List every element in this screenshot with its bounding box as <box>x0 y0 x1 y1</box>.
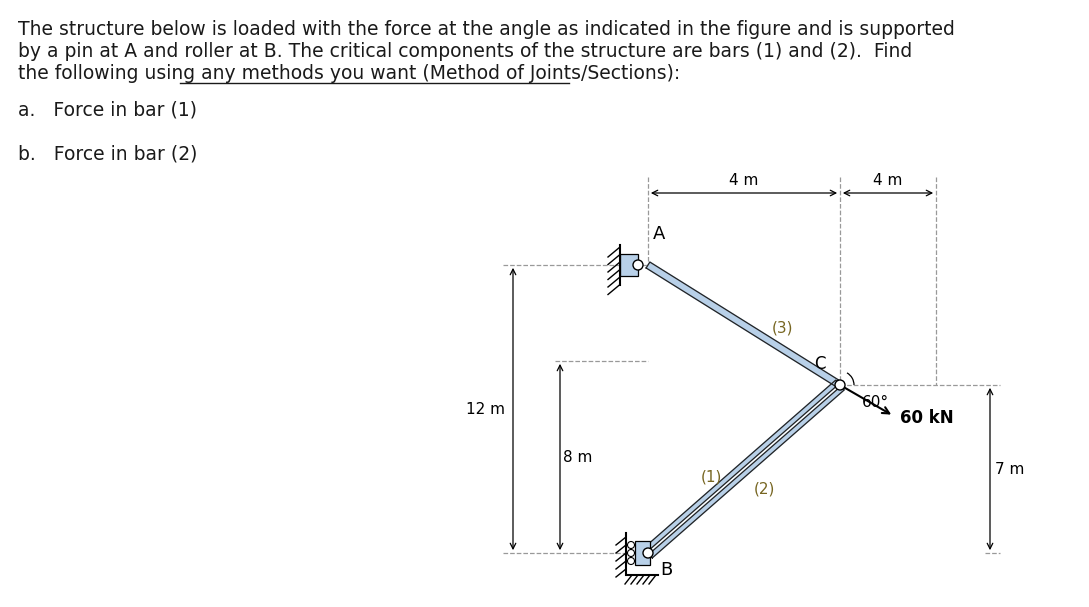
Text: 60°: 60° <box>862 395 889 410</box>
Circle shape <box>627 557 635 565</box>
Text: b.   Force in bar (2): b. Force in bar (2) <box>19 144 197 163</box>
Polygon shape <box>649 386 844 558</box>
Text: (3): (3) <box>772 320 794 336</box>
Circle shape <box>627 541 635 549</box>
Text: (1): (1) <box>700 469 722 484</box>
Text: 4 m: 4 m <box>730 173 759 188</box>
Text: a.   Force in bar (1): a. Force in bar (1) <box>19 100 197 119</box>
Text: 60 kN: 60 kN <box>900 409 953 427</box>
Text: 12 m: 12 m <box>466 401 505 416</box>
Circle shape <box>835 380 845 390</box>
Polygon shape <box>644 380 839 552</box>
Text: the following using any methods you want (Method of Joints/Sections):: the following using any methods you want… <box>19 64 681 83</box>
Circle shape <box>633 260 643 270</box>
Text: A: A <box>653 225 665 243</box>
Text: by a pin at A and roller at B. The critical components of the structure are bars: by a pin at A and roller at B. The criti… <box>19 42 913 61</box>
Polygon shape <box>646 262 842 388</box>
Text: B: B <box>660 561 672 579</box>
Text: The structure below is loaded with the force at the angle as indicated in the fi: The structure below is loaded with the f… <box>19 20 955 39</box>
Text: (2): (2) <box>754 481 775 497</box>
Circle shape <box>643 548 653 558</box>
Text: C: C <box>815 355 825 373</box>
Circle shape <box>627 549 635 557</box>
Bar <box>620 254 638 276</box>
Text: 7 m: 7 m <box>995 461 1025 476</box>
Bar <box>635 541 650 565</box>
Text: 4 m: 4 m <box>873 173 903 188</box>
Text: 8 m: 8 m <box>563 450 592 464</box>
